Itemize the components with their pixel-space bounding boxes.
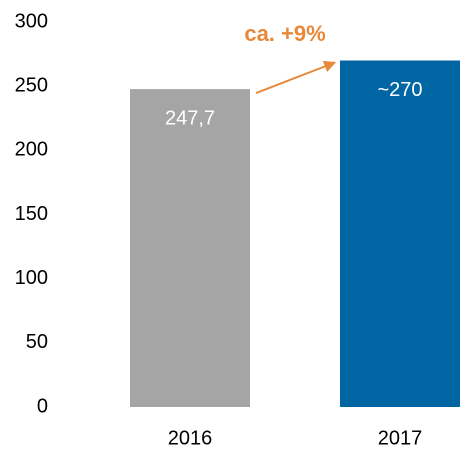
bar <box>340 60 460 407</box>
y-tick-label: 0 <box>37 395 48 417</box>
x-tick-label: 2017 <box>378 427 423 449</box>
y-tick-label: 200 <box>15 139 48 161</box>
y-tick-label: 50 <box>26 331 48 353</box>
value-label: ~270 <box>377 79 422 101</box>
annotation: ca. +9% <box>244 21 325 46</box>
y-tick-label: 250 <box>15 74 48 96</box>
y-tick-label: 100 <box>15 267 48 289</box>
x-tick-label: 2016 <box>168 427 213 449</box>
value-label: 247,7 <box>165 107 215 129</box>
y-tick-label: 150 <box>15 203 48 225</box>
y-tick-label: 300 <box>15 10 48 32</box>
arrow <box>255 60 337 95</box>
bar <box>130 89 250 407</box>
